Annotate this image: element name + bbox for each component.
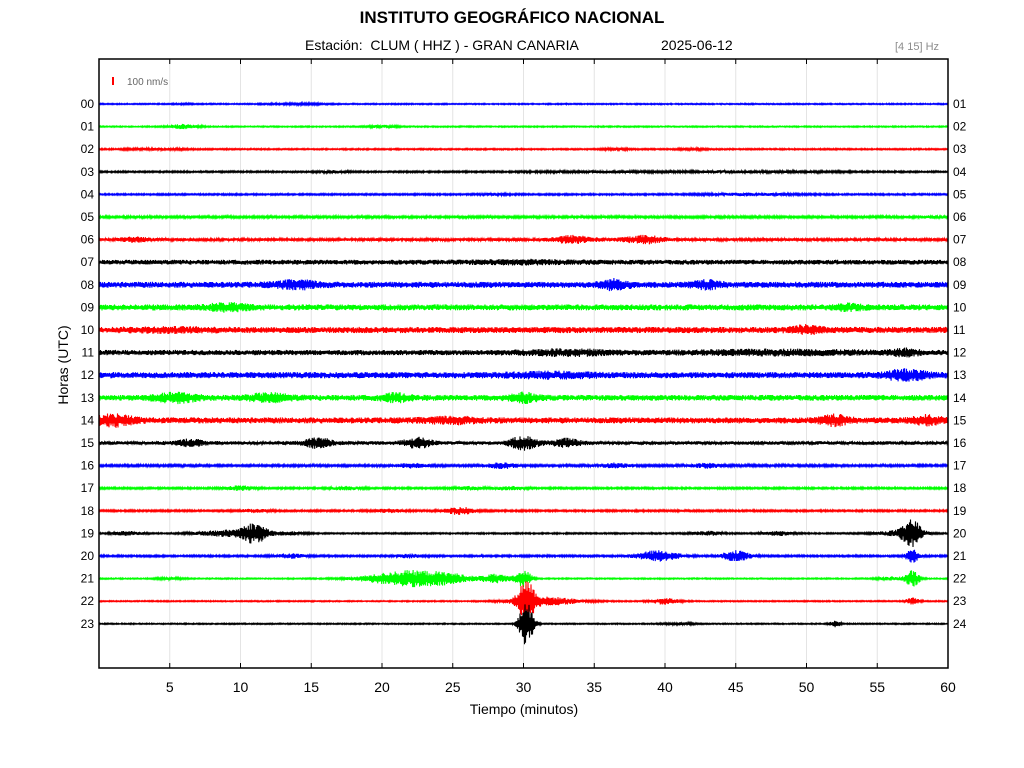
trace-05 [98, 213, 949, 221]
x-tick-label: 20 [374, 679, 390, 695]
trace-13 [98, 391, 949, 405]
trace-12 [98, 368, 949, 382]
row-label-left: 09 [81, 300, 95, 314]
row-label-left: 16 [81, 459, 95, 473]
row-label-right: 18 [953, 481, 967, 495]
x-tick-label: 25 [445, 679, 461, 695]
x-tick-label: 30 [516, 679, 532, 695]
date-label: 2025-06-12 [661, 37, 733, 53]
x-tick-label: 55 [869, 679, 885, 695]
row-label-left: 01 [81, 120, 95, 134]
row-label-right: 06 [953, 210, 967, 224]
row-label-right: 14 [953, 391, 967, 405]
row-label-left: 22 [81, 594, 95, 608]
row-label-right: 01 [953, 97, 967, 111]
trace-07 [98, 258, 949, 266]
x-tick-label: 10 [233, 679, 249, 695]
row-label-left: 07 [81, 255, 95, 269]
x-axis-label: Tiempo (minutos) [470, 701, 578, 717]
station-label: Estación: CLUM ( HHZ ) - GRAN CANARIA [305, 37, 579, 53]
row-label-right: 15 [953, 413, 967, 427]
frequency-band-label: [4 15] Hz [895, 41, 940, 53]
row-label-left: 20 [81, 549, 95, 563]
trace-02 [98, 145, 949, 153]
row-label-left: 04 [81, 187, 95, 201]
trace-15 [98, 436, 949, 451]
row-label-left: 12 [81, 368, 95, 382]
row-label-left: 19 [81, 526, 95, 540]
y-axis-label: Horas (UTC) [55, 325, 71, 404]
chart-title: INSTITUTO GEOGRÁFICO NACIONAL [359, 8, 665, 27]
x-axis: 5 10 15 20 25 30 35 40 45 50 55 60 [166, 59, 956, 695]
trace-19 [98, 519, 949, 548]
trace-01 [98, 123, 949, 130]
row-label-right: 20 [953, 526, 967, 540]
row-label-right: 11 [953, 323, 966, 337]
row-label-left: 23 [81, 617, 95, 631]
row-label-right: 16 [953, 436, 967, 450]
row-label-right: 19 [953, 504, 967, 518]
row-label-left: 10 [81, 323, 95, 337]
row-label-left: 13 [81, 391, 95, 405]
row-label-left: 18 [81, 504, 95, 518]
trace-17 [98, 484, 949, 492]
row-label-left: 03 [81, 165, 95, 179]
x-tick-label: 60 [940, 679, 956, 695]
row-label-right: 09 [953, 278, 967, 292]
trace-16 [98, 462, 949, 469]
x-tick-label: 5 [166, 679, 174, 695]
row-label-left: 14 [81, 413, 95, 427]
scale-bar [112, 77, 114, 85]
trace-18 [98, 507, 949, 515]
trace-03 [98, 168, 949, 176]
x-tick-label: 50 [799, 679, 815, 695]
trace-23 [98, 604, 949, 645]
trace-09 [98, 302, 949, 313]
row-label-right: 17 [953, 459, 967, 473]
row-label-left: 11 [82, 346, 95, 360]
row-labels: 00 01 01 02 02 03 03 04 04 05 05 06 06 07 07 08 08 09 09 10… [81, 97, 967, 631]
row-label-left: 17 [81, 481, 95, 495]
row-label-right: 10 [953, 300, 967, 314]
row-label-right: 08 [953, 255, 967, 269]
trace-group [98, 100, 949, 645]
trace-06 [98, 234, 949, 245]
row-label-right: 12 [953, 346, 967, 360]
row-label-right: 23 [953, 594, 967, 608]
row-label-right: 05 [953, 187, 967, 201]
row-label-right: 22 [953, 572, 967, 586]
x-tick-label: 45 [728, 679, 744, 695]
grid-lines [169, 59, 878, 668]
row-label-left: 00 [81, 97, 95, 111]
trace-00 [98, 100, 949, 108]
x-tick-label: 35 [586, 679, 602, 695]
trace-10 [98, 323, 949, 335]
row-label-right: 07 [953, 233, 967, 247]
x-tick-label: 15 [303, 679, 319, 695]
row-label-right: 24 [953, 617, 967, 631]
row-label-right: 02 [953, 120, 967, 134]
row-label-right: 03 [953, 142, 967, 156]
trace-14 [98, 413, 949, 428]
row-label-right: 21 [953, 549, 967, 563]
row-label-right: 04 [953, 165, 967, 179]
row-label-left: 15 [81, 436, 95, 450]
row-label-left: 02 [81, 142, 95, 156]
row-label-left: 21 [81, 572, 95, 586]
x-tick-label: 40 [657, 679, 673, 695]
trace-08 [98, 277, 949, 292]
trace-04 [98, 191, 949, 198]
row-label-right: 13 [953, 368, 967, 382]
row-label-left: 08 [81, 278, 95, 292]
row-label-left: 05 [81, 210, 95, 224]
trace-20 [98, 549, 949, 563]
row-label-left: 06 [81, 233, 95, 247]
trace-11 [98, 347, 949, 358]
scale-label: 100 nm/s [127, 77, 168, 88]
plot-frame [98, 58, 949, 669]
